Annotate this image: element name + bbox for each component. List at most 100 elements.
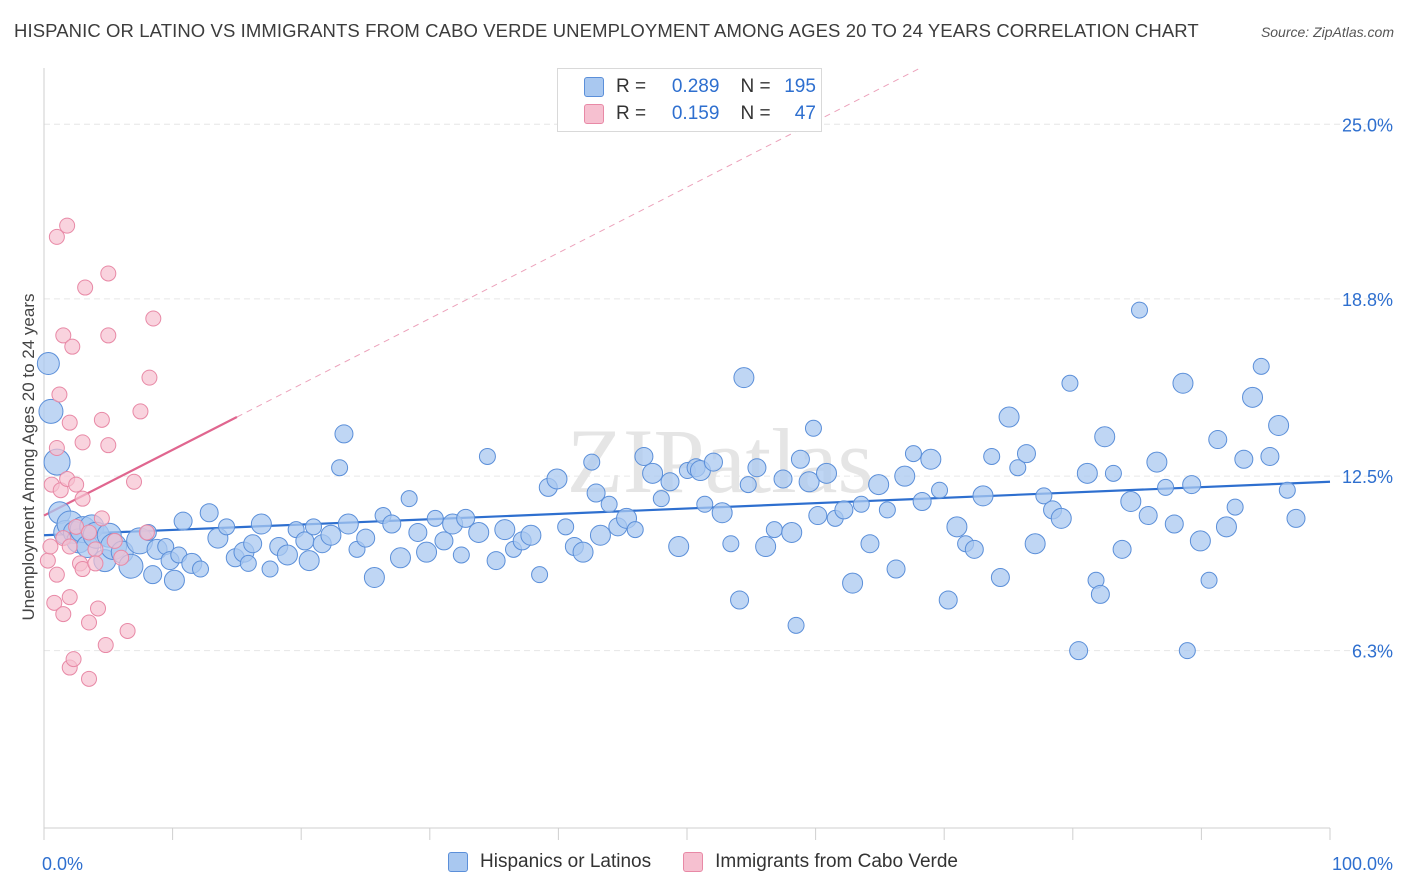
bottom-legend-item-cabo-verde[interactable]: Immigrants from Cabo Verde (683, 851, 958, 873)
cabo-verde-point (113, 549, 130, 566)
hispanics-point (1189, 530, 1211, 552)
hispanics-point (711, 502, 733, 524)
hispanics-point (886, 559, 906, 579)
hispanics-point (972, 485, 994, 507)
hispanics-point (1094, 426, 1116, 448)
hispanics-point (572, 541, 594, 563)
hispanics-point (983, 447, 1001, 465)
hispanics-point (790, 449, 810, 469)
cabo-verde-point (100, 437, 117, 454)
cabo-verde-point (77, 279, 94, 296)
hispanics-point (804, 419, 822, 437)
cabo-verde-point (55, 327, 72, 344)
hispanics-point (239, 554, 257, 572)
hispanics-point (860, 534, 880, 554)
hispanics-point (356, 528, 376, 548)
hispanics-point (773, 469, 793, 489)
legend-r-value: 0.159 (671, 103, 720, 124)
hispanics-point (946, 516, 968, 538)
hispanics-point (1278, 481, 1296, 499)
hispanics-point (243, 534, 263, 554)
hispanics-point (520, 524, 542, 546)
hispanics-point (199, 503, 219, 523)
hispanics-point (416, 541, 438, 563)
hispanics-point (494, 519, 516, 541)
hispanics-point (531, 566, 549, 584)
y-tick-label: 18.8% (1342, 290, 1393, 310)
hispanics-point (990, 567, 1010, 587)
hispanics-point (586, 483, 606, 503)
hispanics-point (1215, 516, 1237, 538)
source-label: Source: ZipAtlas.com (1260, 24, 1394, 40)
hispanics-point (1069, 641, 1089, 661)
hispanics-point (1172, 372, 1194, 394)
legend-row-hispanics: R = 0.289 N = 195 (584, 74, 816, 100)
cabo-verde-point (64, 338, 81, 355)
legend-n-value: 47 (794, 103, 816, 124)
cabo-verde-point (81, 670, 98, 687)
hispanics-point (218, 518, 236, 536)
legend-n-label: N = (740, 103, 771, 124)
bottom-legend-swatch-blue (448, 852, 469, 872)
hispanics-point (904, 445, 922, 463)
cabo-verde-point (55, 606, 72, 623)
hispanics-point (938, 590, 958, 610)
hispanics-point (192, 560, 209, 578)
cabo-verde-point (74, 490, 91, 507)
hispanics-point (739, 476, 757, 494)
hispanics-point (1061, 374, 1079, 392)
hispanics-point (1009, 459, 1027, 477)
hispanics-point (173, 511, 193, 531)
cabo-verde-point (51, 386, 68, 403)
x-tick-label-100: 100.0% (1332, 854, 1393, 874)
cabo-verde-point (81, 614, 98, 631)
cabo-verde-point (90, 600, 107, 617)
series-hispanics-points (36, 301, 1306, 661)
hispanics-point (730, 590, 750, 610)
hispanics-point (1138, 506, 1158, 526)
hispanics-point (798, 471, 820, 493)
cabo-verde-point (48, 228, 65, 245)
hispanics-point (600, 495, 618, 513)
cabo-verde-point (87, 541, 104, 558)
hispanics-point (765, 521, 783, 539)
cabo-verde-point (42, 538, 59, 555)
bottom-legend-label: Hispanics or Latinos (480, 851, 652, 872)
hispanics-point (305, 518, 323, 536)
x-ticks (43, 828, 1331, 840)
hispanics-point (452, 546, 470, 564)
cabo-verde-point (81, 524, 98, 541)
hispanics-point (38, 398, 64, 424)
hispanics-point (143, 565, 163, 585)
hispanics-point (781, 521, 803, 543)
hispanics-point (363, 566, 385, 588)
hispanics-point (1226, 498, 1244, 516)
hispanics-point (1208, 430, 1228, 450)
cabo-verde-point (106, 532, 123, 549)
hispanics-point (557, 518, 575, 536)
hispanics-point (660, 472, 680, 492)
cabo-verde-point (74, 434, 91, 451)
hispanics-point (696, 495, 714, 513)
hispanics-point (1131, 301, 1148, 319)
cabo-verde-point (61, 414, 78, 431)
hispanics-point (320, 524, 342, 546)
cabo-verde-point (65, 651, 82, 668)
y-tick-label: 25.0% (1342, 115, 1393, 135)
y-tick-label: 6.3% (1352, 642, 1393, 662)
hispanics-point (298, 550, 320, 572)
bottom-legend-label: Immigrants from Cabo Verde (715, 851, 958, 872)
cabo-verde-point (126, 473, 143, 490)
cabo-verde-point (97, 637, 114, 654)
legend-row-cabo-verde: R = 0.159 N = 47 (584, 101, 816, 127)
hispanics-point (722, 535, 740, 553)
cabo-verde-point (93, 411, 110, 428)
hispanics-point (1268, 414, 1290, 436)
bottom-legend-item-hispanics[interactable]: Hispanics or Latinos (448, 851, 651, 873)
hispanics-point (1076, 462, 1098, 484)
hispanics-point (1104, 464, 1122, 482)
hispanics-point (478, 447, 496, 465)
legend-r-label: R = (616, 103, 647, 124)
hispanics-point (747, 458, 767, 478)
legend-r-value: 0.289 (671, 76, 720, 97)
